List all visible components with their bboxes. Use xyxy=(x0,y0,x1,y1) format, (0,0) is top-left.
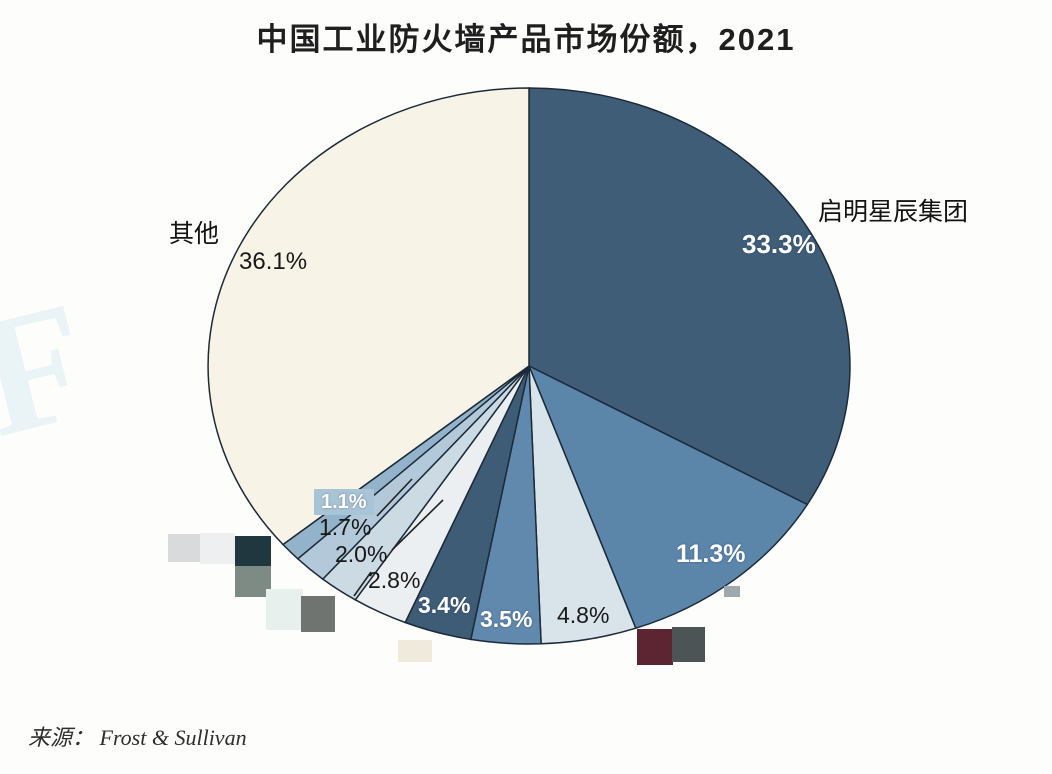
slice-pct-2-8: 2.8% xyxy=(368,567,421,593)
slice-pct-3-5: 3.5% xyxy=(480,606,533,632)
leader-line-1-7 xyxy=(376,478,413,517)
redacted-label-block xyxy=(235,536,271,567)
slice-pct-1-7: 1.7% xyxy=(319,514,372,540)
slice-pct-2-0: 2.0% xyxy=(335,541,388,567)
redacted-label-block xyxy=(266,589,303,630)
redacted-label-block xyxy=(168,534,201,562)
source-credit: 来源： Frost & Sullivan xyxy=(28,725,247,750)
pie-slice-启明星辰集团 xyxy=(528,87,851,506)
redacted-label-block xyxy=(398,640,432,662)
redacted-label-block xyxy=(672,627,705,662)
redacted-label-block xyxy=(200,533,235,564)
slice-pct-1-1: 1.1% xyxy=(314,489,374,515)
slice-pct-4-8: 4.8% xyxy=(557,602,610,628)
leader-line-2-8 xyxy=(353,571,372,597)
pie-slice-11.3% xyxy=(527,364,809,630)
slice-name-qiming: 启明星辰集团 xyxy=(818,198,969,226)
leader-line-2-0 xyxy=(391,499,444,551)
slice-name-others: 其他 xyxy=(169,220,220,248)
redacted-label-block xyxy=(724,586,740,597)
slice-pct-33-3: 33.3% xyxy=(742,229,816,259)
redacted-label-block xyxy=(235,566,271,597)
slice-pct-3-4: 3.4% xyxy=(418,592,471,618)
slice-pct-36-1: 36.1% xyxy=(239,248,308,275)
redacted-label-block xyxy=(301,596,335,632)
chart-title: 中国工业防火墙产品市场份额，2021 xyxy=(256,22,796,57)
pie-slice-其他 xyxy=(207,87,530,546)
redacted-label-block xyxy=(637,629,673,665)
slice-pct-11-3: 11.3% xyxy=(676,540,746,568)
